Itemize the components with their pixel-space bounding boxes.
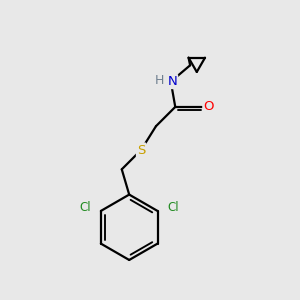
Text: Cl: Cl <box>167 202 179 214</box>
Text: O: O <box>203 100 214 113</box>
Text: Cl: Cl <box>80 202 91 214</box>
Text: S: S <box>137 143 145 157</box>
Text: H: H <box>155 74 164 87</box>
Text: N: N <box>167 75 177 88</box>
